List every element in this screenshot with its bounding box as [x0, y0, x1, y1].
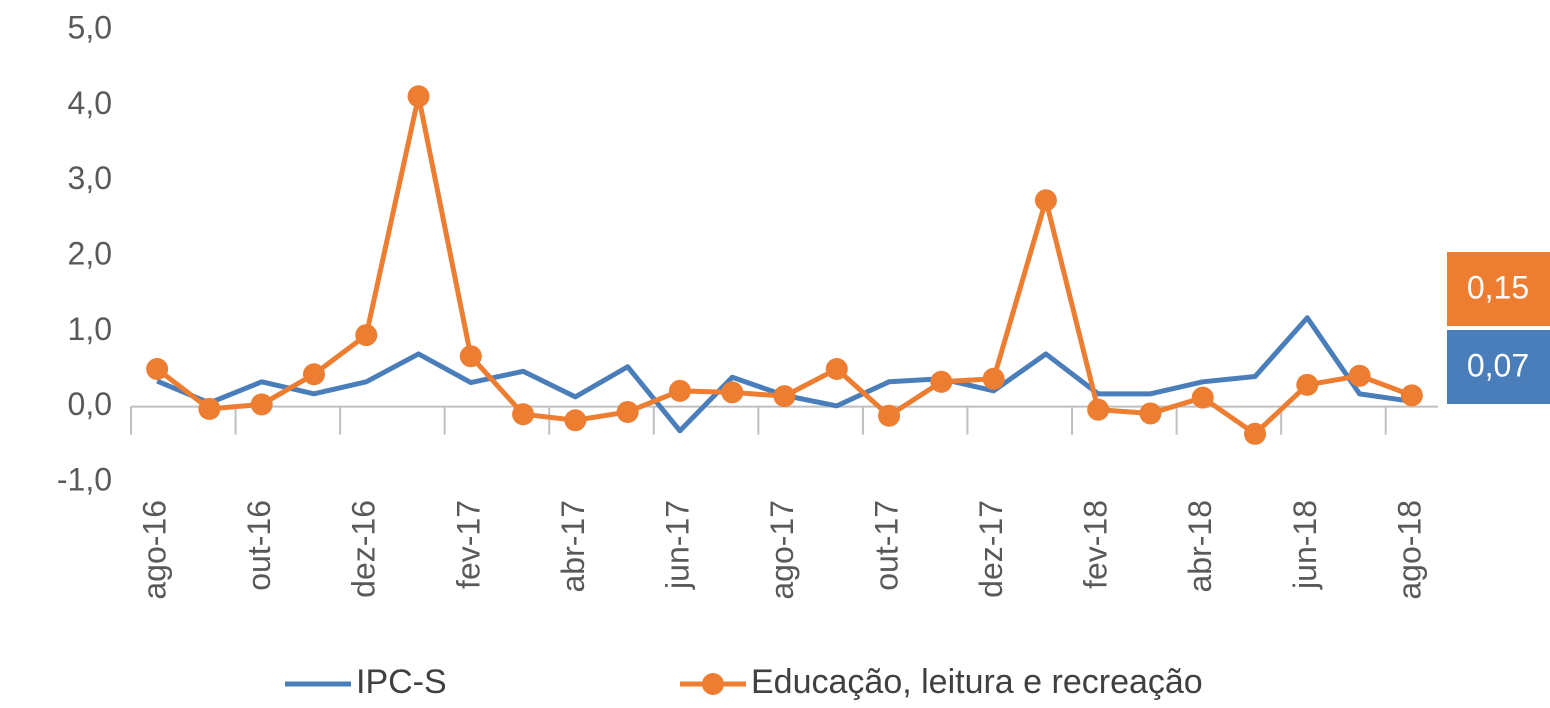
- point: [1087, 398, 1110, 421]
- point: [1296, 373, 1319, 396]
- point: [459, 345, 482, 368]
- point: [721, 381, 744, 404]
- x-tick-label: dez-16: [346, 500, 382, 598]
- point: [1348, 364, 1371, 387]
- point: [825, 358, 848, 380]
- point: [355, 324, 378, 347]
- x-tick-label: fev-17: [450, 500, 486, 589]
- data-label-box: [1447, 252, 1550, 326]
- y-tick-label: 5,0: [68, 9, 112, 45]
- point: [302, 363, 325, 386]
- point: [407, 85, 430, 108]
- point: [564, 409, 587, 432]
- point: [878, 404, 901, 427]
- x-tick-label: out-16: [241, 500, 277, 591]
- x-tick-label: out-17: [869, 500, 905, 591]
- y-tick-label: -1,0: [57, 461, 112, 497]
- y-tick-label: 1,0: [68, 311, 112, 347]
- y-tick-label: 4,0: [68, 85, 112, 121]
- x-tick-label: jun-17: [659, 500, 695, 590]
- data-label: 0,07: [1447, 330, 1550, 404]
- data-label-text: 0,07: [1467, 347, 1529, 383]
- point: [1139, 402, 1162, 425]
- point: [1244, 422, 1267, 445]
- point: [773, 385, 796, 408]
- legend-label: Educação, leitura e recreação: [751, 663, 1203, 701]
- point: [512, 403, 535, 426]
- point: [1191, 386, 1214, 409]
- x-tick-label: ago-16: [137, 500, 173, 600]
- data-label: 0,15: [1447, 252, 1550, 326]
- legend-label: IPC-S: [356, 663, 447, 701]
- point: [1034, 189, 1057, 212]
- point: [668, 379, 691, 402]
- x-tick-label: ago-17: [764, 500, 800, 600]
- x-tick-label: fev-18: [1078, 500, 1114, 589]
- legend-marker: [702, 673, 724, 695]
- series-line: [155, 93, 1413, 437]
- y-tick-label: 3,0: [68, 160, 112, 196]
- point: [250, 393, 273, 416]
- data-label-box: [1447, 330, 1550, 404]
- x-tick-label: abr-18: [1182, 500, 1218, 593]
- point: [1400, 384, 1423, 407]
- data-label-text: 0,15: [1467, 269, 1529, 305]
- y-tick-label: 2,0: [68, 235, 112, 271]
- x-tick-label: jun-18: [1287, 500, 1323, 590]
- point: [198, 397, 221, 420]
- x-tick-label: abr-17: [555, 500, 591, 593]
- x-tick-label: dez-17: [973, 500, 1009, 598]
- point: [616, 400, 639, 423]
- point: [146, 358, 169, 380]
- point: [982, 367, 1005, 390]
- y-tick-label: 0,0: [68, 386, 112, 422]
- x-tick-label: ago-18: [1391, 500, 1427, 600]
- point: [930, 370, 953, 393]
